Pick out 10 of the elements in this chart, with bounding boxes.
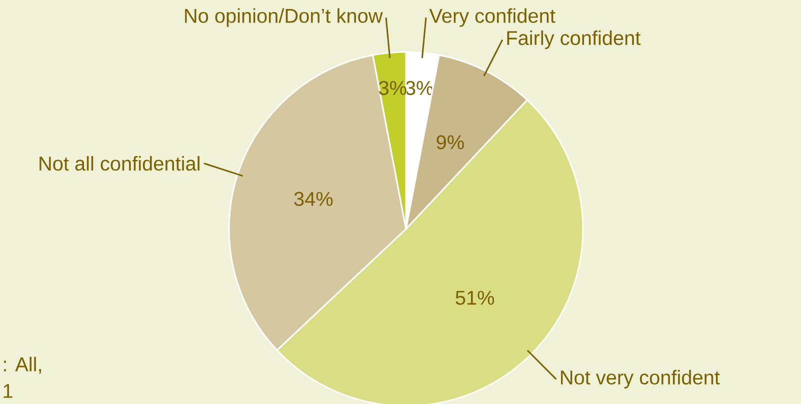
data-label: 51% xyxy=(456,290,494,305)
data-label: 34% xyxy=(294,192,333,206)
text: 1 xyxy=(4,384,12,398)
data-label: 9% xyxy=(436,135,464,150)
slice-label: Not very confident xyxy=(561,370,720,388)
slice-label: No opinion/Don’t know xyxy=(185,8,383,27)
slice-label: Not all confidential xyxy=(40,156,200,171)
slice-label: Very confident xyxy=(429,8,556,27)
text: : All, xyxy=(4,356,41,374)
slice-label: Fairly confident xyxy=(507,30,641,50)
